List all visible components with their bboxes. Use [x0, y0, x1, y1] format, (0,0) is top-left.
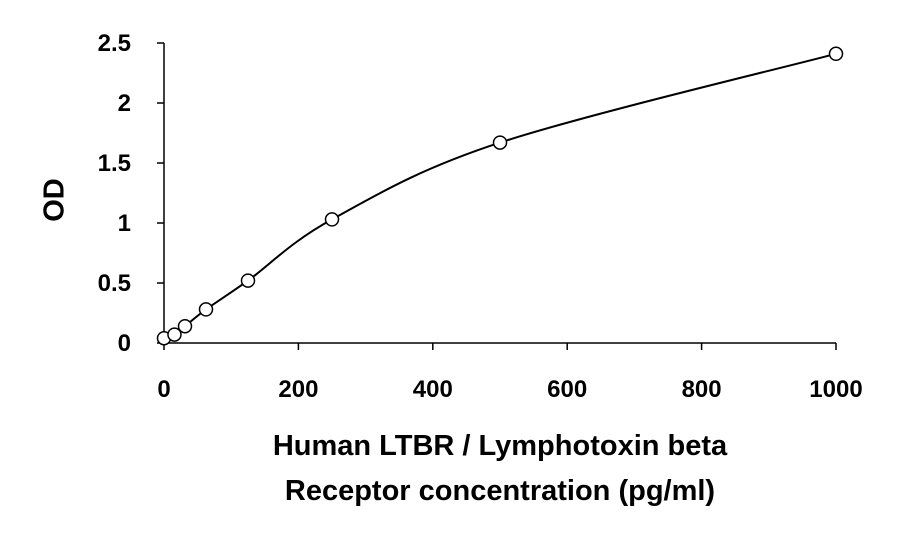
y-tick-label: 0 — [118, 330, 131, 357]
fit-curve — [163, 52, 837, 340]
plot-area: 0 0.5 1 1.5 2 2.5 0 200 400 600 800 1000 — [98, 30, 863, 403]
y-tick-label: 1 — [118, 210, 131, 237]
data-point-marker — [167, 327, 182, 342]
x-tick-label: 0 — [157, 376, 170, 403]
x-tick-label: 1000 — [809, 376, 862, 403]
data-point-marker — [240, 273, 256, 288]
y-tick-label: 2 — [118, 90, 131, 117]
x-tick-label: 400 — [413, 376, 453, 403]
x-axis-title-line-2: Receptor concentration (pg/ml) — [285, 475, 715, 507]
data-point-marker — [828, 46, 844, 62]
data-points — [156, 46, 844, 346]
x-axis-title-line-1: Human LTBR / Lymphotoxin beta — [273, 430, 728, 462]
data-point-marker — [198, 302, 214, 317]
y-axis-ticks: 0 0.5 1 1.5 2 2.5 — [98, 30, 164, 357]
data-point-marker — [177, 318, 193, 334]
x-tick-label: 600 — [547, 376, 587, 403]
x-tick-label: 200 — [278, 376, 318, 403]
y-tick-label: 0.5 — [98, 270, 131, 297]
data-point-marker — [492, 135, 508, 150]
y-tick-label: 1.5 — [98, 150, 131, 177]
x-axis-ticks: 0 200 400 600 800 1000 — [157, 343, 863, 403]
x-tick-label: 800 — [682, 376, 722, 403]
data-point-marker — [324, 212, 340, 227]
y-tick-label: 2.5 — [98, 30, 131, 57]
y-axis-title: OD — [39, 178, 71, 222]
